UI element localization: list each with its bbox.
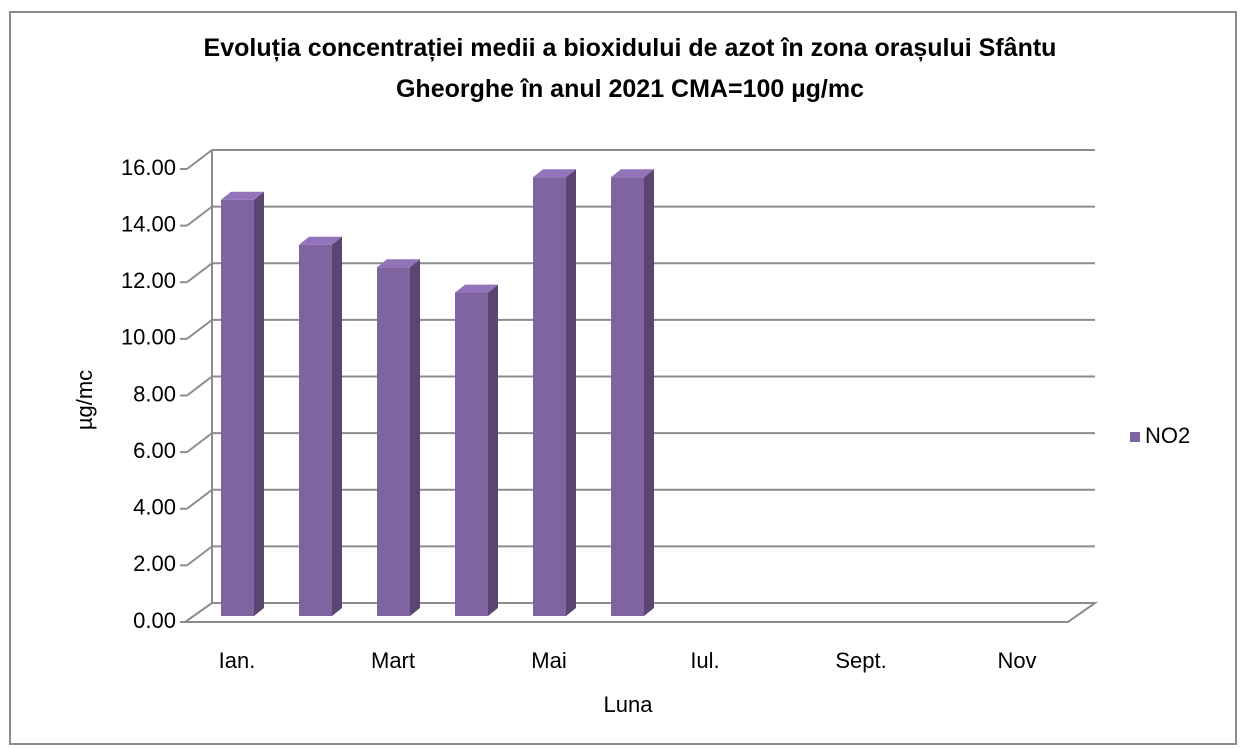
bar-side: [410, 259, 420, 616]
y-axis-label: µg/mc: [72, 370, 97, 430]
grid-line-side: [186, 319, 213, 340]
grid-line-side: [186, 149, 213, 170]
y-tick-label: 16.00: [121, 155, 176, 180]
bar-side: [254, 191, 264, 616]
bar: [533, 177, 566, 616]
bar-top: [377, 259, 420, 268]
grid-line-side: [186, 205, 213, 227]
x-tick-label: Ian.: [219, 648, 256, 673]
bar: [377, 267, 410, 616]
bar: [221, 199, 254, 616]
bar: [611, 177, 644, 616]
bar-side: [332, 236, 342, 616]
x-axis-label: Luna: [604, 692, 654, 717]
bar-side: [566, 169, 576, 616]
legend-swatch: [1130, 432, 1140, 442]
bar-side: [644, 169, 654, 616]
x-tick-label: Mai: [531, 648, 566, 673]
bar-top: [533, 169, 576, 178]
bar: [455, 292, 488, 616]
bar: [299, 244, 332, 616]
y-tick-label: 4.00: [133, 495, 176, 520]
bar-top: [299, 236, 342, 245]
y-tick-label: 6.00: [133, 438, 176, 463]
grid-line-side: [186, 375, 213, 397]
grid-line-side: [186, 262, 213, 284]
bar-top: [611, 169, 654, 178]
x-tick-label: Nov: [997, 648, 1036, 673]
chart-title: Evoluția concentrației medii a bioxidulu…: [203, 34, 1057, 103]
x-tick-label: Sept.: [835, 648, 886, 673]
y-tick-label: 10.00: [121, 325, 176, 350]
y-tick-label: 0.00: [133, 608, 176, 633]
x-tick-label: Mart: [371, 648, 415, 673]
legend-label: NO2: [1145, 423, 1190, 448]
bar-top: [221, 191, 264, 200]
y-tick-label: 12.00: [121, 268, 176, 293]
grid-line-side: [186, 432, 213, 453]
x-tick-label: Iul.: [690, 648, 719, 673]
bar-top: [455, 284, 498, 293]
y-tick-label: 2.00: [133, 551, 176, 576]
y-tick-label: 8.00: [133, 381, 176, 406]
grid-line-side: [186, 488, 213, 510]
y-tick-label: 14.00: [121, 211, 176, 236]
bar-side: [488, 284, 498, 616]
grid-line-side: [186, 545, 213, 567]
